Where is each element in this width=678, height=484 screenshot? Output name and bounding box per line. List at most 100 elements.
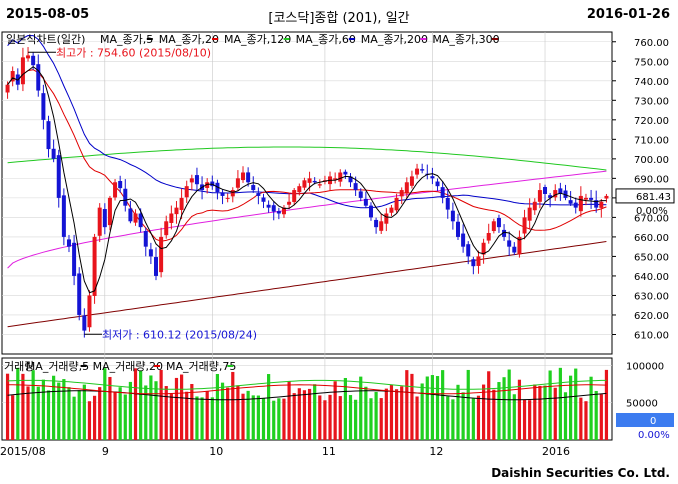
volume-bar — [328, 394, 332, 440]
volume-bar — [282, 398, 286, 440]
volume-bar — [256, 395, 260, 440]
candle — [456, 221, 460, 237]
candle — [440, 187, 445, 198]
candle — [256, 193, 261, 196]
price-legend-entry: MA_종가,20 — [159, 33, 219, 46]
volume-bar — [195, 396, 199, 440]
price-tick-label: 760.00 — [634, 38, 669, 49]
volume-bar — [31, 370, 35, 440]
candle — [51, 148, 56, 159]
month-label: 12 — [429, 445, 443, 458]
volume-bar — [52, 375, 56, 440]
candle — [241, 172, 246, 181]
candle — [225, 197, 230, 199]
volume-bar — [384, 388, 388, 440]
candle — [568, 200, 573, 204]
candle — [41, 93, 46, 120]
candle — [113, 182, 118, 198]
candle — [179, 197, 184, 210]
volume-bar — [558, 367, 562, 440]
volume-bar — [159, 369, 163, 440]
candle — [220, 192, 225, 196]
volume-bar — [98, 387, 102, 440]
volume-bar — [517, 379, 522, 440]
volume-bar — [466, 369, 470, 440]
volume-bar — [502, 377, 506, 440]
volume-bar — [461, 392, 465, 440]
volume-bar — [226, 387, 230, 440]
volume-legend-entry: MA_거래량,20 — [93, 360, 163, 373]
candle — [159, 236, 164, 273]
candle — [194, 175, 199, 185]
volume-bar — [77, 390, 81, 440]
candle — [502, 229, 507, 237]
last-value-box — [615, 188, 675, 204]
volume-bar — [297, 388, 301, 440]
candle — [235, 178, 240, 188]
brand-label: Daishin Securities Co. Ltd. — [491, 466, 670, 480]
candle — [415, 168, 420, 175]
volume-bar — [604, 369, 609, 440]
volume-bar — [548, 370, 552, 440]
change-label: 0.00% — [636, 206, 668, 217]
price-legend-entry: MA_종가,5 — [100, 33, 153, 46]
candle — [461, 233, 466, 247]
volume-bar — [374, 391, 378, 440]
candle — [66, 239, 71, 247]
volume-bar — [72, 396, 76, 440]
candle — [353, 183, 358, 191]
volume-last-label: 0 — [650, 416, 656, 427]
candle — [379, 221, 384, 231]
chart-header: 2015-08-05 [코스닥]종합 (201), 일간 2016-01-26 — [0, 0, 678, 30]
candle — [164, 221, 169, 236]
candle — [292, 190, 297, 202]
volume-bar — [348, 395, 353, 440]
volume-bar — [11, 395, 15, 440]
candle — [56, 155, 61, 198]
volume-bar — [149, 375, 153, 440]
volume-bar — [292, 393, 296, 440]
candle — [333, 178, 338, 180]
price-tick-label: 740.00 — [634, 77, 669, 88]
volume-bar — [174, 377, 179, 440]
volume-bar — [46, 390, 51, 440]
price-legend-entry: MA_종가,120 — [224, 33, 291, 46]
volume-bar — [231, 371, 235, 440]
volume-bar — [389, 384, 394, 440]
volume-bar — [200, 397, 204, 440]
candle — [72, 242, 77, 276]
month-label: 10 — [209, 445, 223, 458]
price-legend-entry: MA_종가,200 — [361, 33, 428, 46]
price-legend-entry: MA_종가,300 — [432, 33, 499, 46]
candle — [512, 246, 517, 253]
volume-bar — [430, 375, 435, 440]
volume-bar — [82, 384, 86, 440]
volume-bar — [492, 389, 496, 440]
volume-bar — [246, 390, 250, 440]
volume-bar — [538, 385, 542, 440]
volume-bar — [497, 382, 501, 440]
candle — [594, 200, 599, 208]
candle — [471, 259, 476, 267]
volume-bar — [287, 381, 291, 440]
volume-legend-entry: MA_거래량,75 — [166, 360, 236, 373]
volume-bar — [41, 379, 45, 440]
candle — [26, 55, 31, 59]
volume-bar — [5, 373, 10, 440]
month-label: 11 — [322, 445, 336, 458]
volume-bar — [144, 385, 148, 440]
ma200-line — [7, 170, 607, 269]
candle — [604, 195, 609, 199]
volume-bar — [451, 399, 455, 440]
candle — [517, 236, 522, 255]
volume-bar — [471, 398, 475, 440]
volume-bar — [92, 395, 97, 440]
candle — [46, 121, 51, 150]
candle — [31, 55, 36, 66]
volume-bar — [169, 394, 173, 440]
candle — [266, 204, 271, 208]
candle — [343, 171, 348, 175]
volume-bar — [313, 384, 317, 440]
volume-bar — [154, 381, 158, 440]
volume-bar — [522, 399, 527, 440]
